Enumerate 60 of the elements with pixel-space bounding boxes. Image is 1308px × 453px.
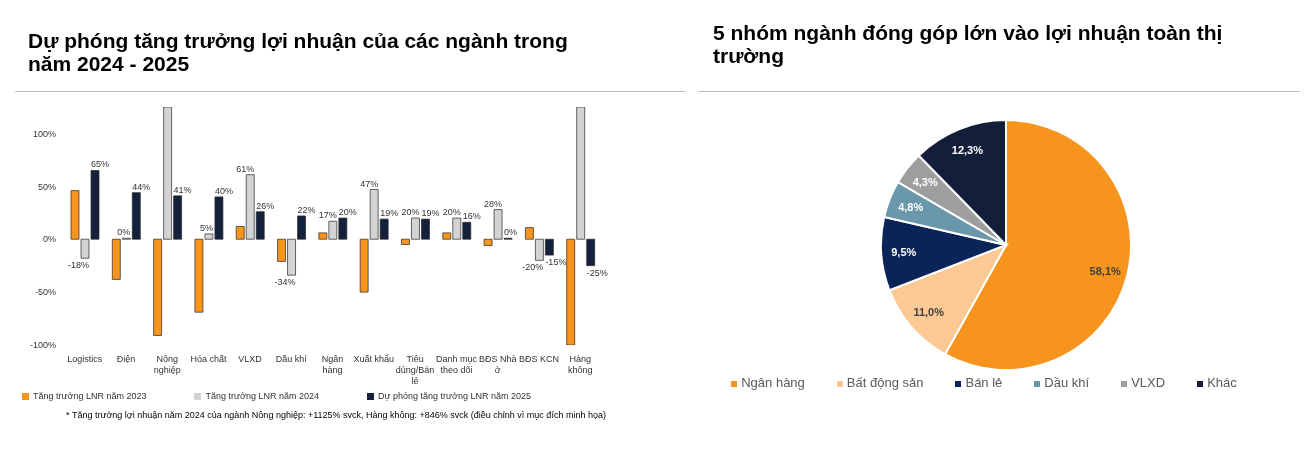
data-label: 19% — [380, 208, 399, 219]
data-label: 16% — [462, 211, 481, 222]
legend-label: Tăng trưởng LNR năm 2023 — [32, 391, 147, 401]
data-label: 9,5% — [891, 246, 917, 259]
x-tick-label: Logistics — [67, 354, 103, 364]
data-label: 11,0% — [913, 306, 945, 319]
legend-label: Dầu khí — [1044, 375, 1090, 390]
data-label: 0% — [504, 227, 518, 238]
data-label: 47% — [360, 178, 379, 189]
x-tick-label: BĐS KCN — [519, 354, 560, 364]
data-label: 26% — [256, 200, 275, 211]
x-tick-label: BĐS Nhà ở — [478, 354, 517, 375]
x-tick-label: Ngân hàng — [321, 354, 344, 375]
data-label: -15% — [545, 257, 567, 268]
legend-label: Tăng trưởng LNR năm 2024 — [205, 391, 319, 401]
y-tick-label: 0% — [42, 234, 56, 245]
chart-title: 5 nhóm ngành đóng góp lớn vào lợi nhuận toàn thị trường — [713, 21, 1224, 67]
data-label: 20% — [338, 207, 357, 218]
data-label: 20% — [401, 207, 420, 218]
legend-label: Bất động sản — [846, 375, 924, 390]
data-label: 44% — [132, 181, 151, 192]
x-tick-label: Tiêu dùng/Bán lẻ — [395, 354, 435, 386]
x-tick-label: Điện — [116, 354, 136, 364]
data-label: -34% — [274, 277, 296, 288]
data-label: 0% — [117, 227, 131, 238]
data-label: 61% — [236, 163, 255, 174]
data-label: 17% — [318, 210, 337, 221]
chart-title: Dự phóng tăng trưởng lợi nhuận của các ngành trong năm 2024 - 2025 — [28, 29, 569, 75]
data-label: -25% — [586, 267, 608, 278]
y-tick-label: -100% — [29, 340, 56, 351]
y-tick-label: 50% — [37, 181, 56, 192]
y-tick-label: 100% — [32, 128, 56, 139]
legend-label: Bán lẻ — [965, 375, 1003, 390]
data-label: 28% — [484, 198, 503, 209]
data-label: 58,1% — [1089, 264, 1122, 277]
data-label: -20% — [522, 262, 544, 273]
data-label: 5% — [199, 222, 213, 233]
x-tick-label: Hóa chất — [190, 354, 228, 364]
x-tick-label: VLXD — [238, 354, 263, 364]
legend-label: VLXD — [1131, 375, 1166, 390]
legend-label: Khác — [1207, 375, 1237, 390]
data-label: 12,3% — [951, 144, 984, 157]
data-label: 19% — [421, 208, 440, 219]
data-label: 4,8% — [898, 201, 924, 214]
y-tick-label: -50% — [34, 287, 56, 298]
data-label: 22% — [297, 204, 316, 215]
data-label: 65% — [91, 159, 110, 170]
legend-label: Ngân hàng — [741, 375, 805, 390]
data-label: 20% — [442, 207, 461, 218]
data-label: 41% — [173, 184, 192, 195]
x-tick-label: Hàng không — [568, 354, 593, 375]
x-tick-label: Xuất khẩu — [353, 354, 395, 364]
x-tick-label: Dầu khí — [275, 354, 308, 364]
data-label: 4,3% — [912, 175, 938, 188]
data-label: 40% — [214, 185, 233, 196]
data-label: -18% — [67, 260, 89, 271]
x-tick-label: Nông nghiệp — [153, 354, 181, 375]
legend-label: Dự phóng tăng trưởng LNR năm 2025 — [377, 391, 531, 401]
x-tick-label: Danh mục theo dõi — [435, 354, 478, 375]
text: * Tăng trưởng lợi nhuận năm 2024 của ngành Nông nghiệp: +1125% svck, Hàng không: +846% svck (điều chỉnh vì mục đích minh họa) — [65, 410, 607, 420]
